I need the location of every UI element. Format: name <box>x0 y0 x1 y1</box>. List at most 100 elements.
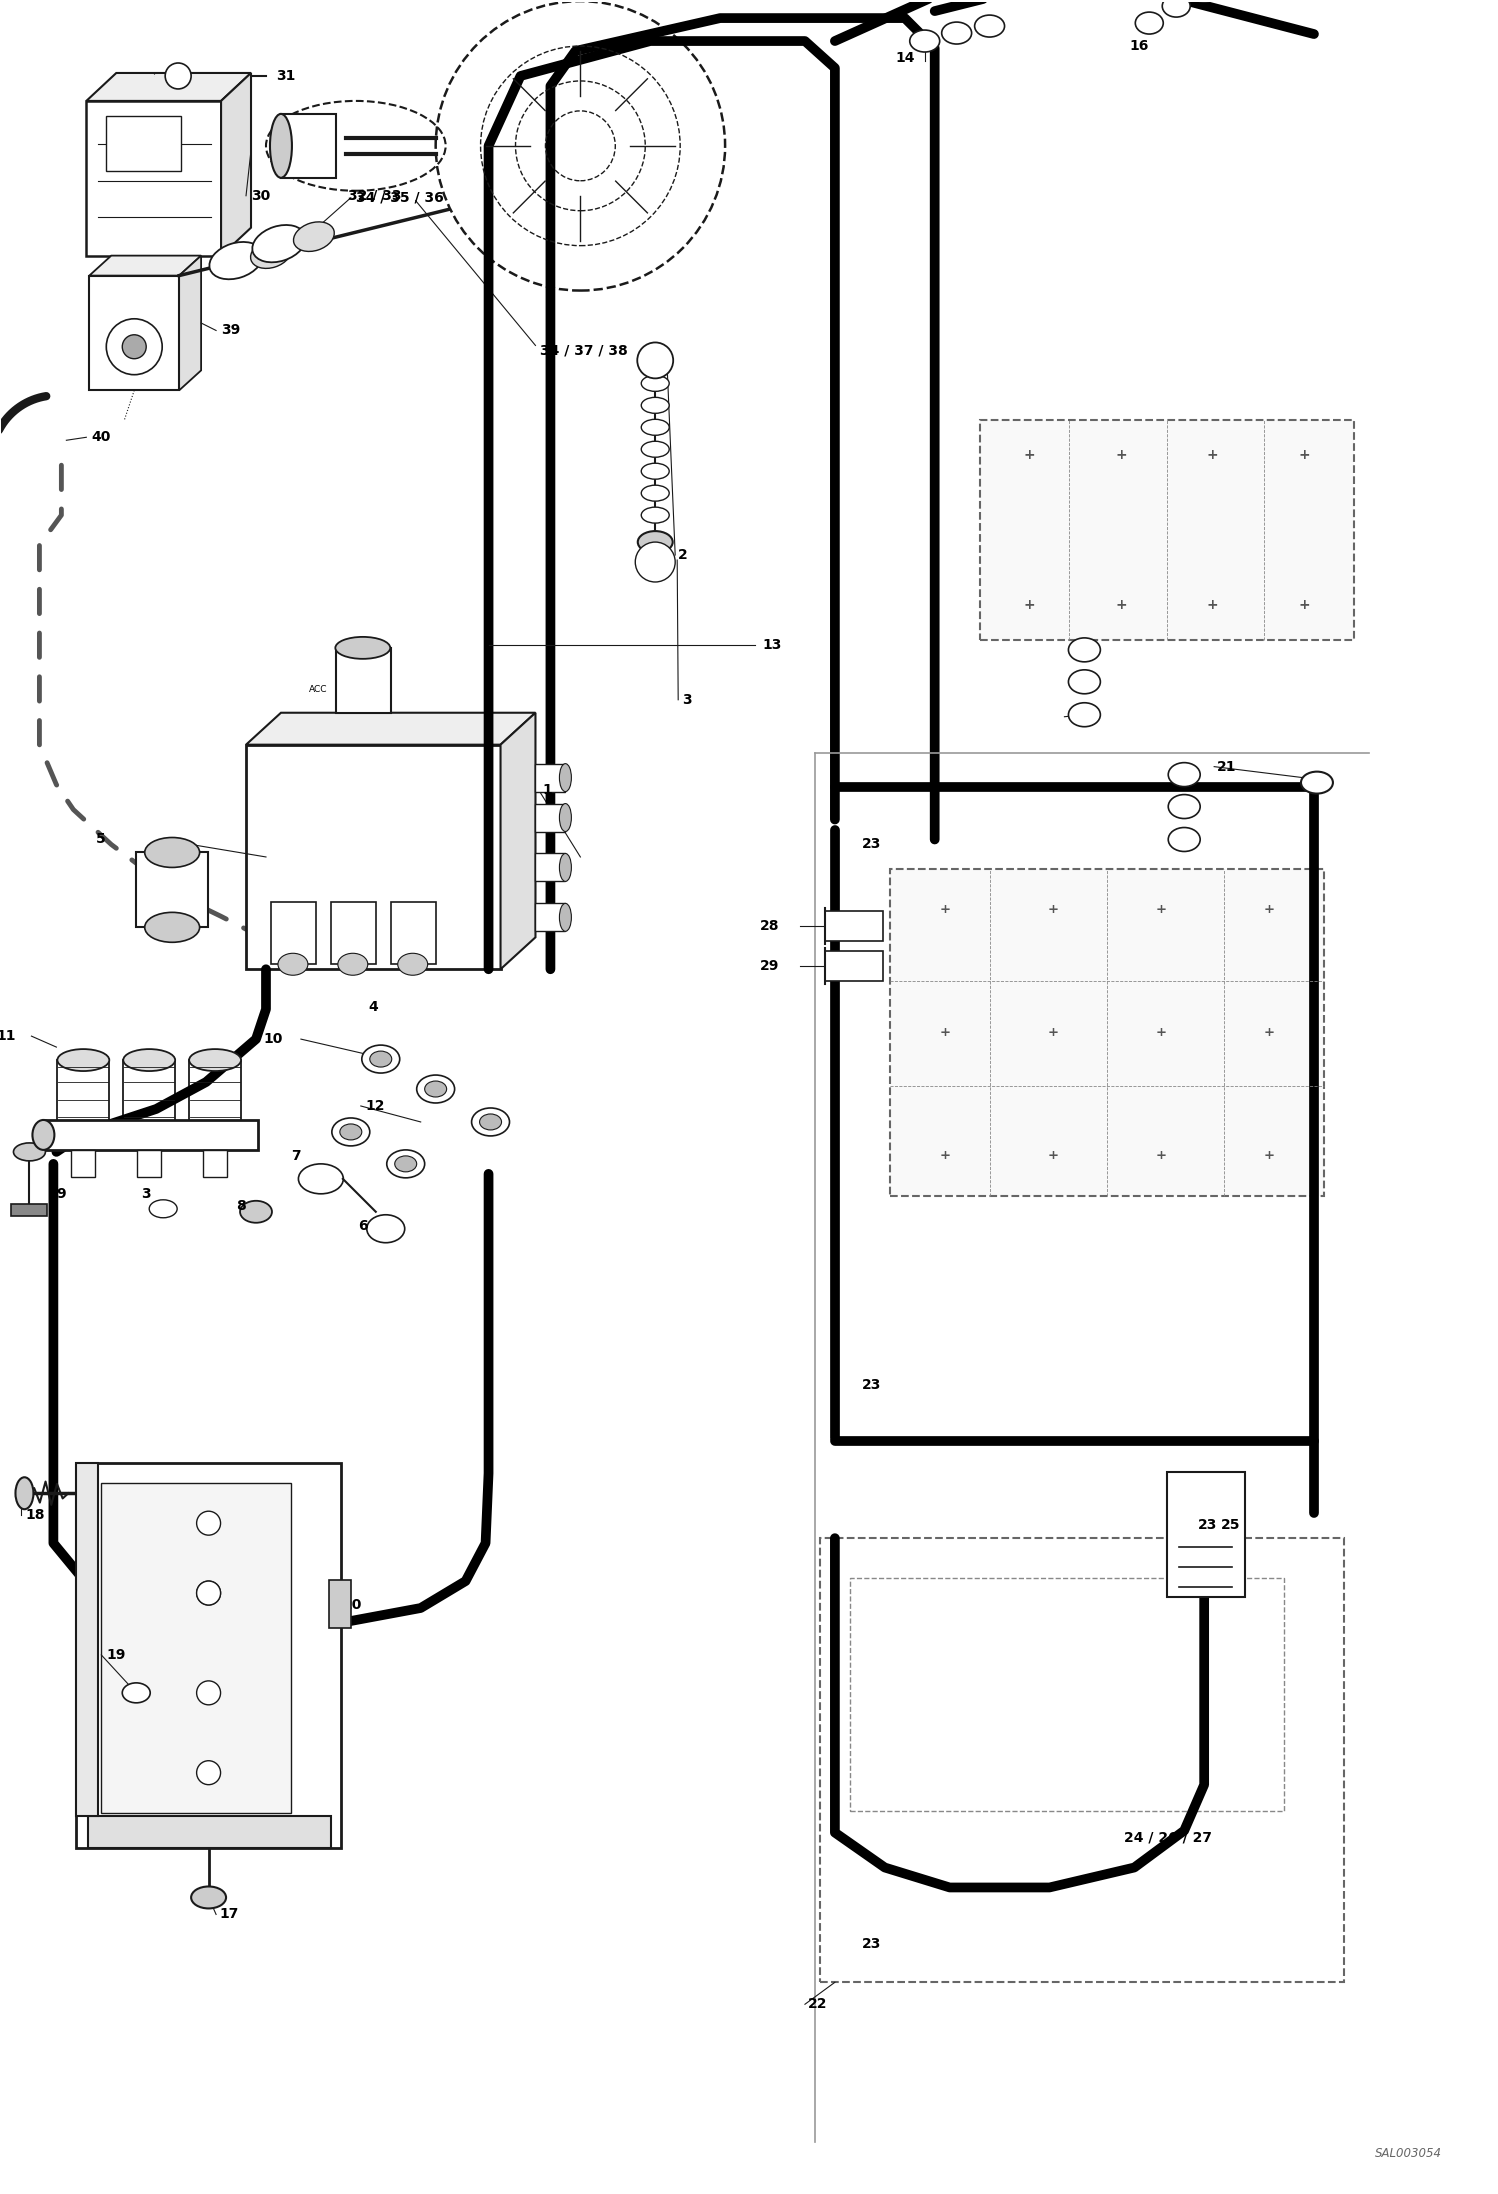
Ellipse shape <box>33 1119 54 1150</box>
Polygon shape <box>500 713 535 970</box>
Text: +: + <box>1263 1150 1275 1163</box>
Text: +: + <box>1299 448 1309 463</box>
Bar <box>535 803 565 832</box>
Polygon shape <box>246 713 535 744</box>
Text: +: + <box>1155 1027 1167 1040</box>
Ellipse shape <box>150 1200 177 1218</box>
Text: +: + <box>939 904 950 915</box>
Ellipse shape <box>559 904 571 930</box>
Ellipse shape <box>424 1082 446 1097</box>
Ellipse shape <box>240 1200 273 1222</box>
Bar <box>391 902 436 963</box>
Ellipse shape <box>270 114 292 178</box>
Circle shape <box>196 1582 220 1606</box>
Bar <box>136 853 208 928</box>
Bar <box>535 904 565 930</box>
Ellipse shape <box>252 226 306 263</box>
Ellipse shape <box>336 636 391 658</box>
Text: +: + <box>1299 599 1309 612</box>
Ellipse shape <box>13 1143 45 1161</box>
Circle shape <box>106 318 162 375</box>
Ellipse shape <box>210 241 262 279</box>
Text: 4: 4 <box>369 1000 377 1014</box>
Ellipse shape <box>479 1115 502 1130</box>
Ellipse shape <box>1168 764 1200 788</box>
Text: 29: 29 <box>759 959 779 974</box>
Text: 3: 3 <box>141 1187 151 1200</box>
Circle shape <box>196 1582 220 1606</box>
Bar <box>825 952 882 981</box>
Ellipse shape <box>909 31 939 53</box>
Ellipse shape <box>1168 794 1200 818</box>
Ellipse shape <box>367 1215 404 1242</box>
Ellipse shape <box>298 1163 343 1194</box>
Bar <box>76 1463 342 1847</box>
Bar <box>204 1150 228 1176</box>
Ellipse shape <box>1068 702 1101 726</box>
Circle shape <box>165 64 192 90</box>
Ellipse shape <box>638 531 673 553</box>
Bar <box>72 1150 96 1176</box>
Ellipse shape <box>1168 827 1200 851</box>
Bar <box>1167 1472 1245 1597</box>
Text: ACC: ACC <box>309 685 327 693</box>
Ellipse shape <box>942 22 972 44</box>
Text: 5: 5 <box>96 832 106 847</box>
Text: +: + <box>1115 448 1126 463</box>
Ellipse shape <box>641 419 670 434</box>
Text: 12: 12 <box>366 1099 385 1112</box>
Text: 31: 31 <box>276 68 295 83</box>
Ellipse shape <box>559 764 571 792</box>
Text: +: + <box>1207 448 1218 463</box>
Ellipse shape <box>386 1150 424 1178</box>
Text: +: + <box>939 1027 950 1040</box>
Text: +: + <box>1263 904 1275 915</box>
Bar <box>535 764 565 792</box>
Bar <box>106 116 181 171</box>
Ellipse shape <box>370 1051 392 1066</box>
Ellipse shape <box>189 1121 241 1143</box>
Ellipse shape <box>395 1156 416 1172</box>
Text: 1: 1 <box>542 783 553 796</box>
Bar <box>330 1580 351 1628</box>
Bar <box>336 647 391 713</box>
Ellipse shape <box>641 463 670 478</box>
Ellipse shape <box>559 853 571 882</box>
Circle shape <box>196 1512 220 1536</box>
Text: +: + <box>1263 1027 1275 1040</box>
Text: 18: 18 <box>25 1507 45 1523</box>
Circle shape <box>196 1762 220 1784</box>
Text: 39: 39 <box>222 323 240 338</box>
Bar <box>88 1817 331 1847</box>
Text: +: + <box>1047 1150 1058 1163</box>
Ellipse shape <box>123 1121 175 1143</box>
Ellipse shape <box>123 1683 150 1703</box>
Text: +: + <box>939 1150 950 1163</box>
Bar <box>890 869 1324 1196</box>
Ellipse shape <box>189 1049 241 1071</box>
Text: +: + <box>1023 599 1035 612</box>
Ellipse shape <box>57 1121 109 1143</box>
Text: 34 / 37 / 38: 34 / 37 / 38 <box>541 344 628 358</box>
Ellipse shape <box>641 485 670 500</box>
Bar <box>43 1119 258 1150</box>
Ellipse shape <box>1135 13 1164 35</box>
Ellipse shape <box>641 441 670 456</box>
Circle shape <box>637 342 673 377</box>
Ellipse shape <box>57 1049 109 1071</box>
Text: 20: 20 <box>343 1597 363 1613</box>
Ellipse shape <box>559 803 571 832</box>
Text: 16: 16 <box>1170 829 1188 842</box>
Ellipse shape <box>398 952 427 976</box>
Text: +: + <box>1155 904 1167 915</box>
Ellipse shape <box>333 1119 370 1145</box>
Circle shape <box>436 2 725 290</box>
Ellipse shape <box>416 1075 454 1104</box>
Text: 28: 28 <box>759 919 779 932</box>
Text: 23: 23 <box>861 1937 881 1950</box>
Bar <box>87 101 222 257</box>
Text: 7: 7 <box>291 1150 301 1163</box>
Text: 14: 14 <box>894 50 914 66</box>
Text: 23: 23 <box>861 838 881 851</box>
Text: 23: 23 <box>861 1378 881 1393</box>
